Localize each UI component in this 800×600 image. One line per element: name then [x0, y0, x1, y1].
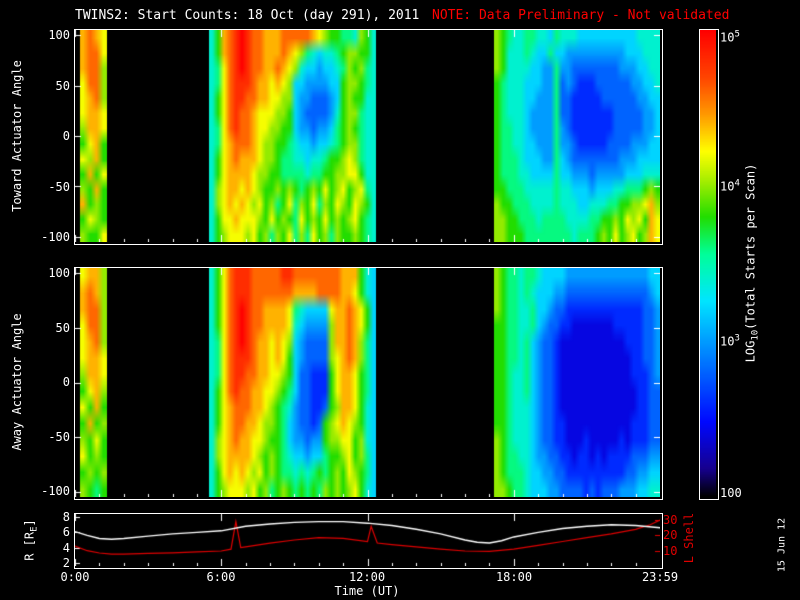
angle-tick-label: 100 — [48, 28, 70, 42]
angle-tick-label: 100 — [48, 266, 70, 280]
time-tick-label: 18:00 — [495, 570, 533, 584]
r-tick-label: 6 — [62, 525, 70, 539]
colorbar-tick-label: 104 — [720, 178, 740, 194]
datestamp: 15 Jun 12 — [776, 517, 788, 573]
angle-tick-label: 0 — [62, 129, 70, 143]
colorbar — [699, 29, 719, 500]
r-lshell-line-canvas — [75, 514, 660, 566]
colorbar-canvas — [700, 30, 716, 497]
colorbar-tick-label: 105 — [720, 29, 740, 45]
angle-tick-label: 50 — [55, 321, 70, 335]
plot-title: TWINS2: Start Counts: 18 Oct (day 291), … — [75, 8, 420, 23]
colorbar-tick-label: 103 — [720, 333, 740, 349]
r-tick-label: 8 — [62, 510, 70, 524]
lshell-tick-label: 30 — [663, 513, 678, 527]
angle-tick-label: -50 — [48, 430, 70, 444]
colorbar-tick-label: 100 — [720, 486, 742, 500]
angle-tick-label: -100 — [41, 230, 70, 244]
time-tick-label: 23:59 — [641, 570, 679, 584]
angle-tick-label: 50 — [55, 79, 70, 93]
angle-tick-label: -100 — [41, 484, 70, 498]
away-axis-label: Away Actuator Angle — [10, 313, 24, 451]
time-tick-label: 12:00 — [348, 570, 386, 584]
preliminary-note: NOTE: Data Preliminary - Not validated — [432, 8, 730, 23]
r-tick-label: 2 — [62, 556, 70, 570]
lshell-tick-label: 10 — [663, 544, 678, 558]
toward-spectrogram-panel — [74, 29, 663, 245]
toward-spectrogram-canvas — [75, 30, 660, 242]
r-tick-label: 4 — [62, 541, 70, 555]
away-spectrogram-panel — [74, 267, 663, 500]
colorbar-title: LOG10(Total Starts per Scan) — [743, 163, 761, 363]
lshell-tick-label: 20 — [663, 528, 678, 542]
lshell-axis-label: L Shell — [682, 512, 696, 564]
toward-axis-label: Toward Actuator Angle — [10, 60, 24, 212]
time-tick-label: 0:00 — [60, 570, 90, 584]
r-lshell-line-panel — [74, 513, 663, 569]
time-tick-label: 6:00 — [206, 570, 236, 584]
angle-tick-label: -50 — [48, 180, 70, 194]
angle-tick-label: 0 — [62, 375, 70, 389]
away-spectrogram-canvas — [75, 268, 660, 497]
time-axis-title: Time (UT) — [334, 584, 400, 598]
